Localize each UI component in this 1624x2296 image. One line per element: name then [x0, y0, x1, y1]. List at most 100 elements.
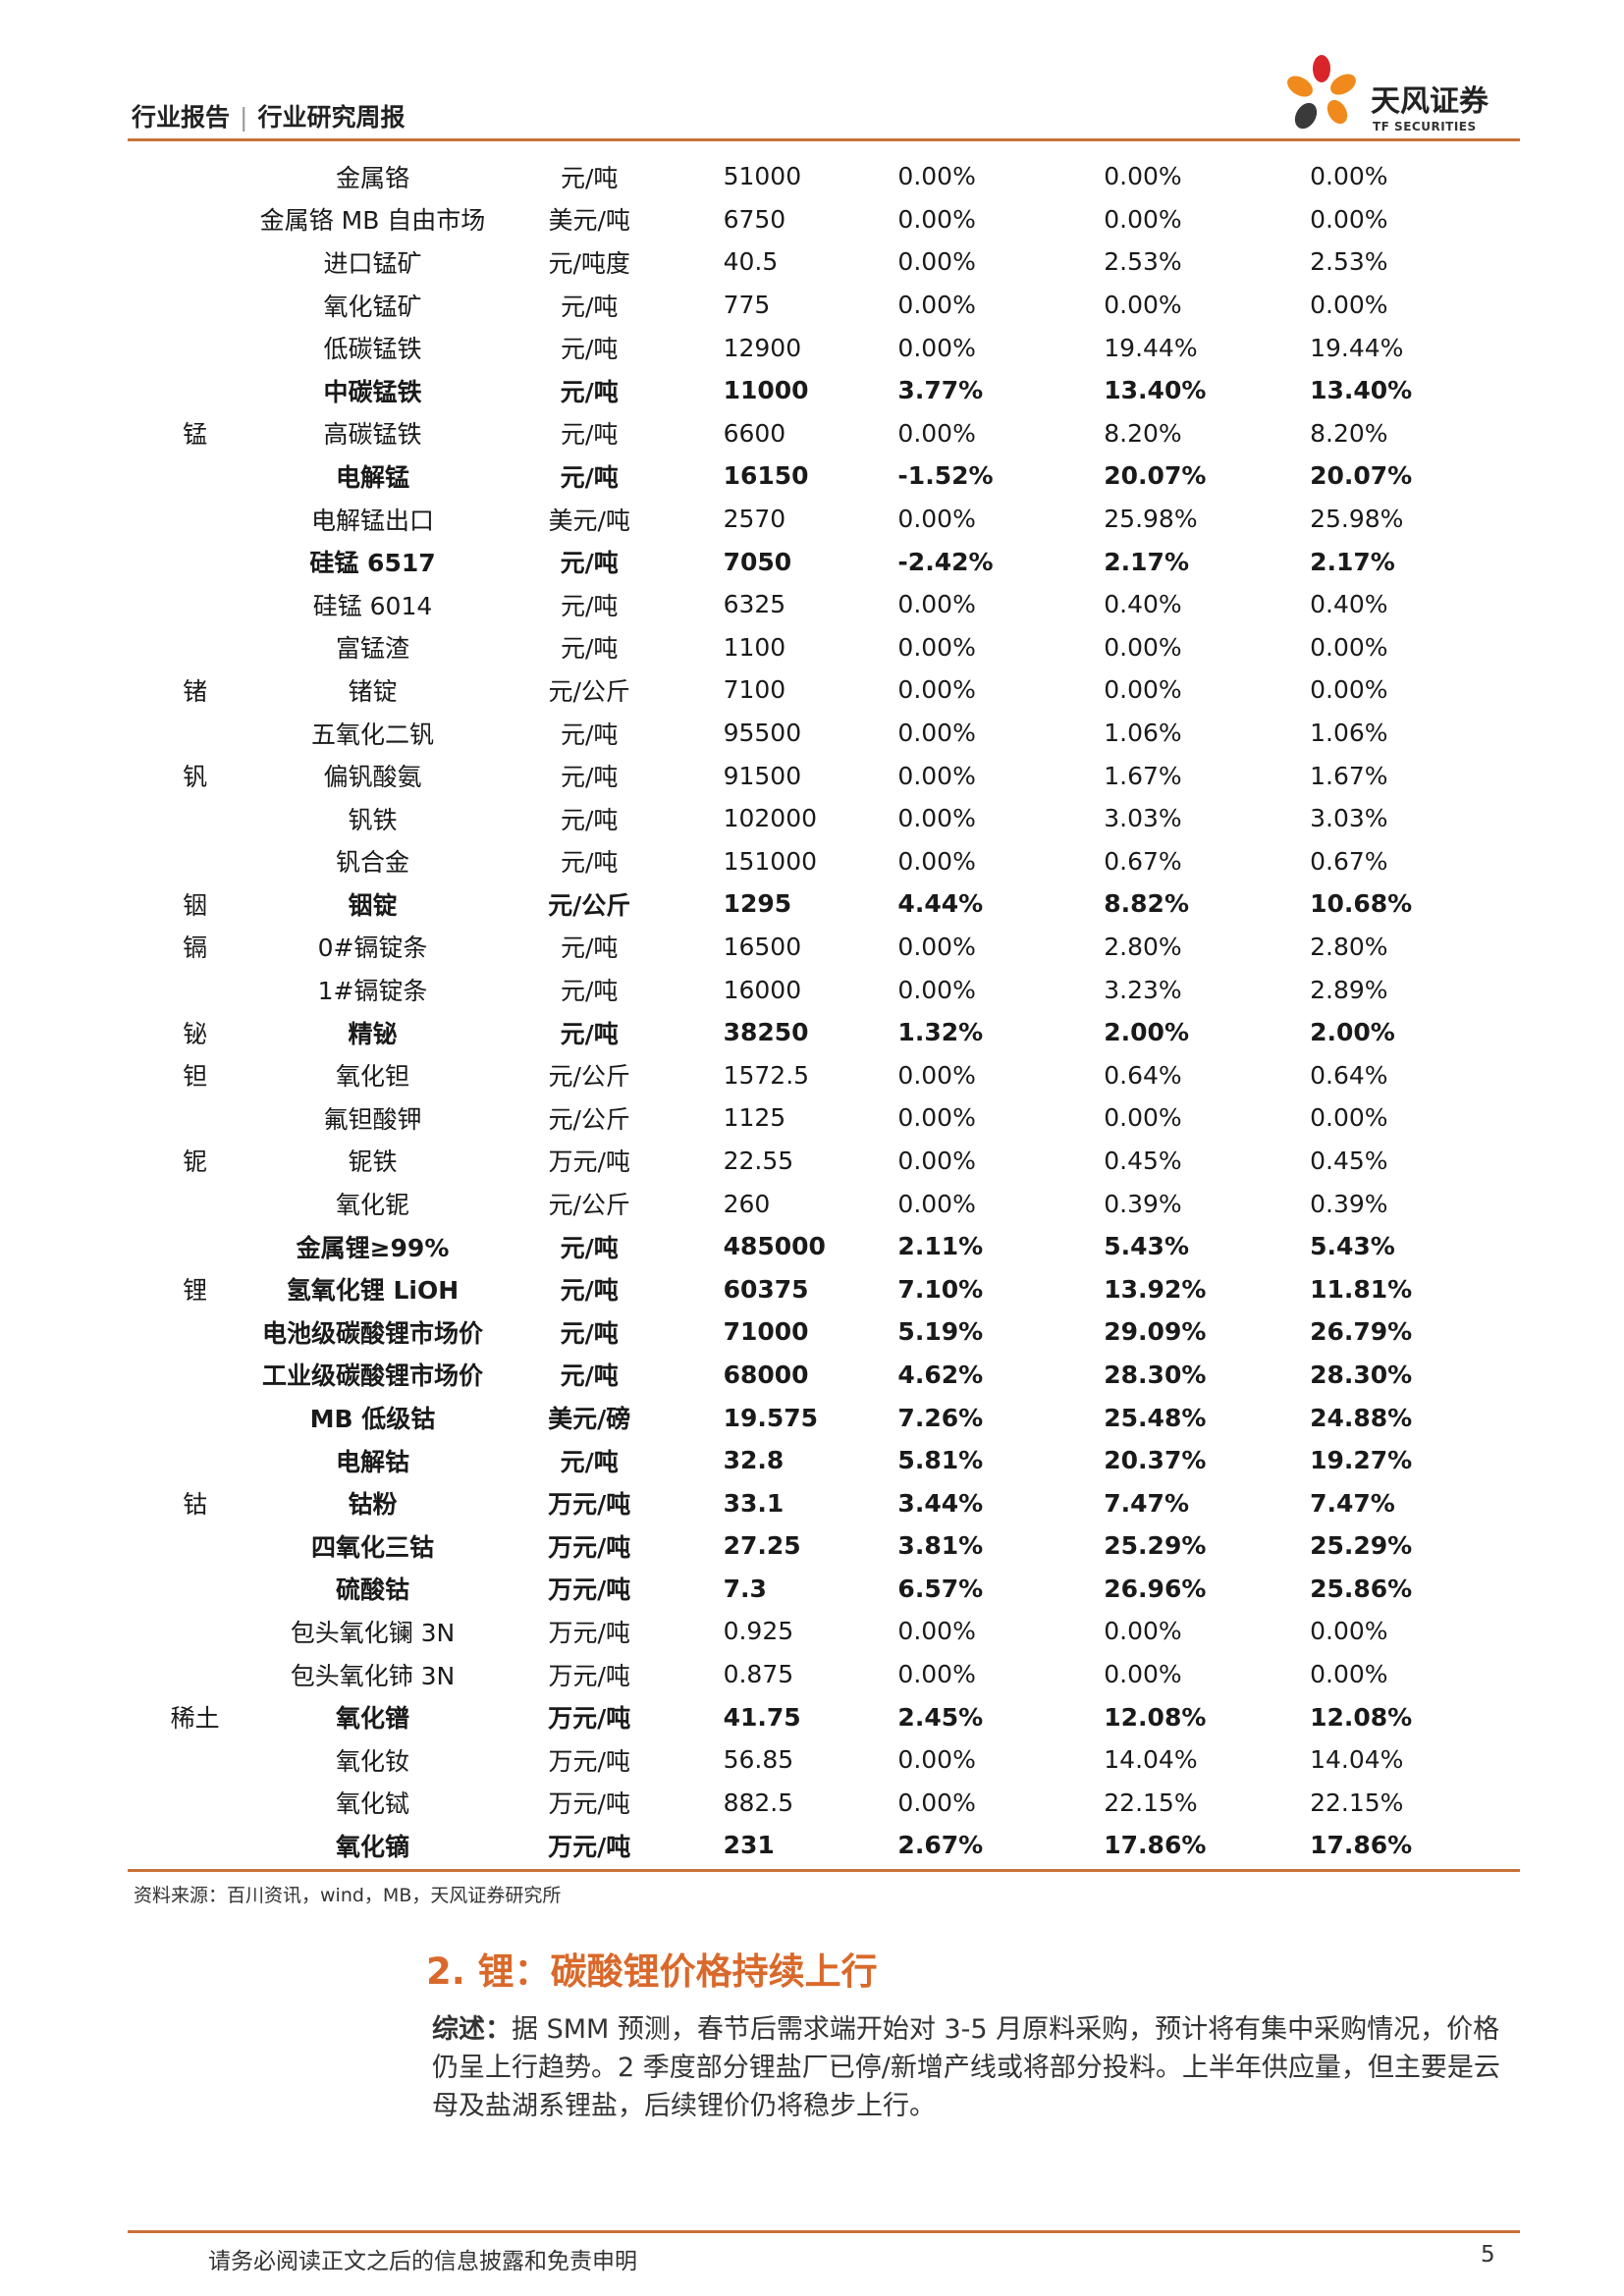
header-rule [128, 138, 1520, 141]
cell-group [132, 198, 258, 241]
cell-c3: 24.88% [1310, 1403, 1413, 1432]
cell-value: 40.5 [723, 247, 779, 277]
cell-value: 56.85 [723, 1745, 794, 1775]
cell-group [132, 326, 258, 369]
cell-c3: 2.53% [1310, 247, 1388, 277]
cell-name: 硫酸钴 [335, 1575, 409, 1605]
cell-c3: 5.43% [1310, 1232, 1395, 1261]
cell-group [132, 1354, 258, 1397]
cell-value: 7100 [723, 675, 786, 705]
cell-c2: 2.53% [1104, 247, 1182, 277]
cell-value: 22.55 [723, 1146, 794, 1175]
cell-value: 51000 [723, 162, 802, 191]
cell-c2: 3.23% [1104, 975, 1182, 1004]
table-row: 包头氧化镧 3N 万元/吨 0.925 0.00% 0.00% 0.00% [132, 1610, 1516, 1653]
cell-c1: 7.26% [897, 1403, 984, 1432]
cell-name: 硅锰 6517 [309, 549, 436, 578]
cell-value: 12900 [723, 333, 802, 362]
cell-c1: 0.00% [897, 1617, 976, 1646]
cell-value: 95500 [723, 719, 802, 748]
cell-name: 氟钽酸钾 [323, 1104, 422, 1134]
table-row: 氧化铽 万元/吨 882.5 0.00% 22.15% 22.15% [132, 1782, 1516, 1825]
cell-c3: 3.03% [1310, 804, 1388, 833]
cell-name: 氢氧化锂 LiOH [286, 1276, 460, 1306]
cell-group: 铋 [183, 1019, 208, 1048]
report-subtype: 行业研究周报 [257, 103, 406, 132]
cell-c3: 2.89% [1310, 975, 1388, 1004]
cell-name: 金属铬 [335, 163, 409, 192]
cell-c1: 0.00% [897, 675, 976, 705]
cell-c2: 8.82% [1104, 889, 1189, 919]
table-row: 包头氧化铈 3N 万元/吨 0.875 0.00% 0.00% 0.00% [132, 1653, 1516, 1696]
summary-paragraph: 综述：据 SMM 预测，春节后需求端开始对 3-5 月原料采购，预计将有集中采购… [432, 2010, 1510, 2125]
cell-c3: 2.80% [1310, 932, 1388, 961]
cell-unit: 元/吨 [560, 292, 619, 321]
cell-name: 进口锰矿 [323, 248, 422, 278]
cell-c3: 0.64% [1310, 1060, 1388, 1090]
cell-c1: 0.00% [897, 1660, 976, 1689]
cell-group [132, 540, 258, 583]
table-row: 金属锂≥99% 元/吨 485000 2.11% 5.43% 5.43% [132, 1225, 1516, 1268]
table-row: MB 低级钴 美元/磅 19.575 7.26% 25.48% 24.88% [132, 1396, 1516, 1439]
cell-value: 7.3 [723, 1574, 767, 1603]
cell-unit: 元/公斤 [548, 1062, 630, 1092]
cell-c2: 3.03% [1104, 804, 1182, 833]
cell-group [132, 1568, 258, 1611]
cell-group [132, 369, 258, 412]
cell-c2: 12.08% [1104, 1702, 1207, 1732]
cell-group [132, 1738, 258, 1782]
cell-c1: 2.67% [897, 1831, 984, 1860]
table-row: 五氧化二钒 元/吨 95500 0.00% 1.06% 1.06% [132, 712, 1516, 755]
cell-name: 金属锂≥99% [296, 1233, 450, 1262]
cell-group: 锂 [183, 1276, 208, 1306]
cell-c2: 0.64% [1104, 1060, 1182, 1090]
page-number: 5 [1481, 2242, 1495, 2268]
cell-group: 钽 [183, 1062, 208, 1092]
cell-value: 231 [723, 1831, 775, 1860]
table-row: 金属铬 MB 自由市场 美元/吨 6750 0.00% 0.00% 0.00% [132, 198, 1516, 241]
cell-name: 电解钴 [335, 1447, 409, 1476]
cell-name: 1#镉锭条 [317, 977, 428, 1006]
cell-c2: 0.00% [1104, 1660, 1182, 1689]
cell-c3: 0.00% [1310, 1660, 1388, 1689]
cell-group [132, 284, 258, 327]
table-row: 进口锰矿 元/吨度 40.5 0.00% 2.53% 2.53% [132, 240, 1516, 284]
cell-value: 1125 [723, 1103, 786, 1133]
cell-unit: 元/吨 [560, 1019, 619, 1048]
cell-c2: 0.00% [1104, 632, 1182, 662]
table-row: 硅锰 6014 元/吨 6325 0.00% 0.40% 0.40% [132, 583, 1516, 626]
cell-c1: 0.00% [897, 719, 976, 748]
cell-unit: 万元/吨 [548, 1148, 630, 1177]
cell-c1: 3.81% [897, 1531, 984, 1561]
cell-name: 锗锭 [348, 676, 398, 706]
cell-c3: 13.40% [1310, 376, 1413, 405]
cell-c2: 17.86% [1104, 1831, 1207, 1860]
logo-subtext: TF SECURITIES [1373, 120, 1477, 133]
cell-group [132, 240, 258, 284]
cell-group [132, 155, 258, 198]
cell-unit: 元/吨 [560, 848, 619, 878]
cell-c2: 0.00% [1104, 1103, 1182, 1133]
cell-c1: 5.81% [897, 1446, 984, 1475]
cell-group [132, 626, 258, 669]
cell-value: 16000 [723, 975, 802, 1004]
cell-unit: 元/吨 [560, 377, 619, 406]
source-note: 资料来源：百川资讯，wind，MB，天风证券研究所 [134, 1885, 562, 1906]
cell-c2: 19.44% [1104, 333, 1198, 362]
cell-c2: 8.20% [1104, 418, 1182, 448]
cell-c3: 22.15% [1310, 1788, 1404, 1817]
cell-c3: 1.06% [1310, 719, 1388, 748]
cell-unit: 元/吨 [560, 763, 619, 792]
cell-c2: 0.00% [1104, 291, 1182, 320]
cell-name: 中碳锰铁 [323, 377, 422, 406]
table-row: 锰 高碳锰铁 元/吨 6600 0.00% 8.20% 8.20% [132, 412, 1516, 455]
cell-name: 工业级碳酸锂市场价 [261, 1362, 483, 1391]
cell-name: 氧化铽 [335, 1789, 409, 1819]
cell-value: 11000 [723, 376, 809, 405]
cell-value: 60375 [723, 1274, 809, 1304]
cell-c1: 0.00% [897, 333, 976, 362]
cell-unit: 元/吨 [560, 549, 619, 578]
cell-c2: 22.15% [1104, 1788, 1198, 1817]
cell-unit: 万元/吨 [548, 1532, 631, 1562]
table-row: 电解锰出口 美元/吨 2570 0.00% 25.98% 25.98% [132, 498, 1516, 541]
